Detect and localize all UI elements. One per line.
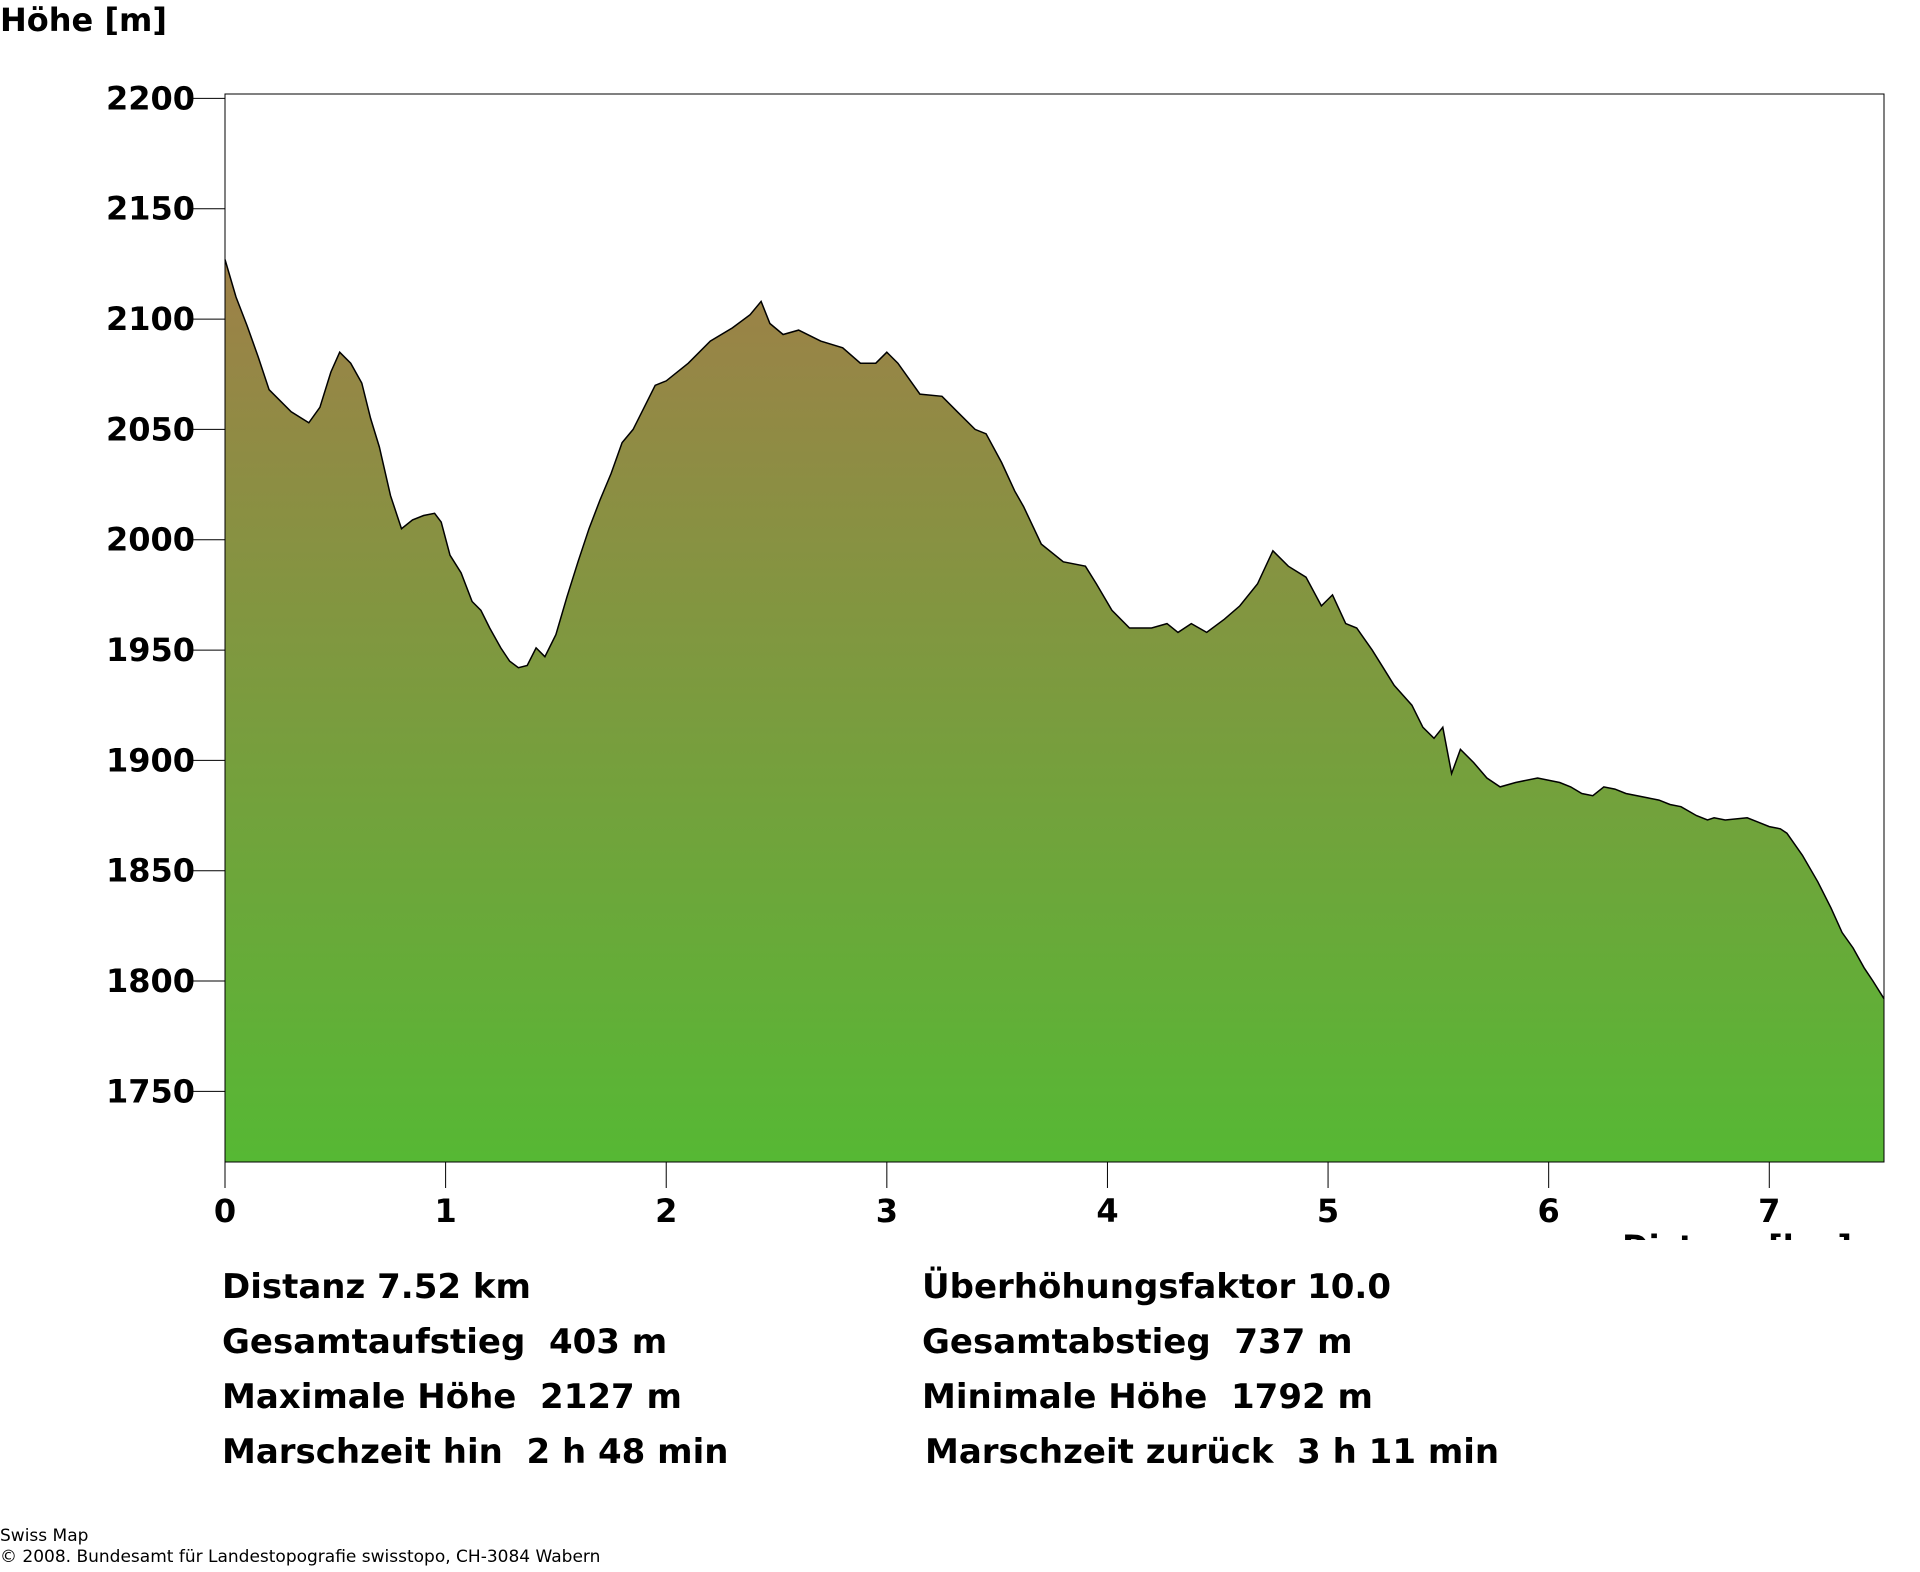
stat-distance: Distanz 7.52 km (222, 1267, 531, 1307)
x-tick-label: 6 (1538, 1192, 1560, 1230)
x-axis-title: Distanz [km] (1622, 1228, 1852, 1240)
stat-exaggeration-factor: Überhöhungsfaktor 10.0 (922, 1267, 1391, 1307)
y-tick-label: 2050 (106, 410, 195, 448)
y-tick-label: 1950 (106, 631, 195, 669)
x-tick-label: 3 (876, 1192, 898, 1230)
source-label: Swiss Map (0, 1526, 89, 1546)
stat-walking-time-there: Marschzeit hin 2 h 48 min (222, 1432, 729, 1472)
y-tick-label: 1850 (106, 852, 195, 890)
x-tick-label: 1 (434, 1192, 456, 1230)
y-axis-title: Höhe [m] (0, 1, 167, 39)
y-tick-label: 1900 (106, 741, 195, 779)
x-tick-label: 4 (1096, 1192, 1118, 1230)
elevation-profile-chart: Höhe [m] Distanz [km] 220021502100205020… (0, 1, 1885, 1240)
stat-min-elevation: Minimale Höhe 1792 m (922, 1377, 1373, 1417)
y-tick-label: 1800 (106, 962, 195, 1000)
elevation-line (224, 259, 1885, 1000)
y-tick-label: 2100 (106, 300, 195, 338)
y-tick-label: 1750 (106, 1072, 195, 1110)
stat-total-ascent: Gesamtaufstieg 403 m (222, 1322, 668, 1362)
copyright-notice: © 2008. Bundesamt für Landestopografie s… (0, 1547, 601, 1567)
y-tick-label: 2000 (106, 521, 195, 559)
x-tick-label: 5 (1317, 1192, 1339, 1230)
stat-walking-time-back: Marschzeit zurück 3 h 11 min (925, 1432, 1500, 1472)
y-tick-label: 2200 (106, 79, 195, 117)
x-tick-label: 0 (214, 1192, 236, 1230)
x-tick-label: 2 (655, 1192, 677, 1230)
x-tick-label: 7 (1758, 1192, 1780, 1230)
stat-max-elevation: Maximale Höhe 2127 m (222, 1377, 682, 1417)
y-tick-label: 2150 (106, 190, 195, 228)
plot-frame (224, 93, 1885, 1163)
elevation-area (225, 259, 1884, 1162)
stat-total-descent: Gesamtabstieg 737 m (922, 1322, 1353, 1362)
